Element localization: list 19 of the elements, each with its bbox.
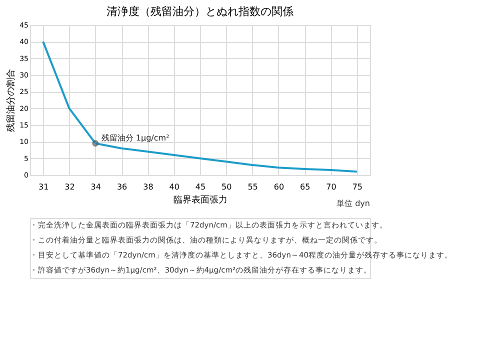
x-axis-title: 臨界表面張力 <box>174 194 228 206</box>
x-tick-label: 40 <box>169 182 180 192</box>
x-tick-label: 65 <box>300 182 310 192</box>
line-series <box>42 40 358 173</box>
x-tick-label: 75 <box>352 182 363 192</box>
x-tick-label: 70 <box>326 182 336 192</box>
x-tick-label: 38 <box>143 182 154 192</box>
chart-title: 清浄度（残留油分）とぬれ指数の関係 <box>106 5 294 18</box>
x-tick-label: 60 <box>274 182 284 192</box>
x-tick-label: 45 <box>195 182 206 192</box>
x-tick-label: 31 <box>38 182 49 192</box>
x-tick-label: 32 <box>64 182 75 192</box>
y-axis-title: 残留油分の割合 <box>6 69 17 132</box>
annotation: 残留油分 1μg/cm² <box>101 133 170 142</box>
text: 単位 dyn <box>336 199 370 208</box>
x-tick-label: 36 <box>116 182 128 192</box>
x-tick-label: 34 <box>90 182 101 192</box>
x-tick-label: 55 <box>248 182 258 192</box>
x-tick-label: 50 <box>222 182 232 192</box>
